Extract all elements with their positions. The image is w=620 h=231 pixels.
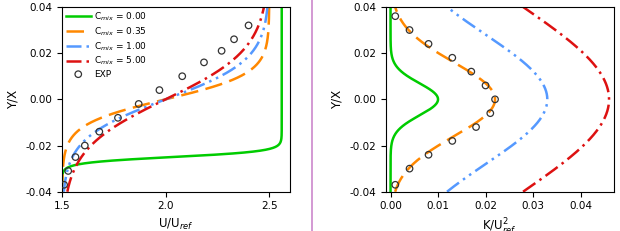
C$_{mix}$ = 0.35 bbox=[60, 158, 68, 160]
X-axis label: U/U$_{ref}$: U/U$_{ref}$ bbox=[158, 217, 194, 231]
EXP bbox=[199, 61, 209, 64]
C$_{mix}$ = 1.00 bbox=[203, 82, 211, 84]
C$_{mix}$ = 1.00 bbox=[139, 107, 146, 109]
C$_{mix}$ = 5.00 bbox=[89, 143, 96, 146]
C$_{mix}$ = 1.00 bbox=[248, 51, 255, 54]
C$_{mix}$ = 5.00 bbox=[195, 82, 202, 84]
C$_{mix}$ = 1.00 bbox=[230, 67, 237, 70]
C$_{mix}$ = 0.00 bbox=[278, 51, 285, 54]
Point bbox=[490, 97, 500, 101]
C$_{mix}$ = 0.35 bbox=[58, 190, 66, 193]
C$_{mix}$ = 5.00 bbox=[218, 67, 226, 70]
C$_{mix}$ = 0.35 bbox=[64, 143, 71, 146]
Line: C$_{mix}$ = 0.35: C$_{mix}$ = 0.35 bbox=[62, 7, 269, 192]
Point bbox=[423, 42, 433, 46]
EXP bbox=[71, 155, 81, 159]
C$_{mix}$ = 0.35 bbox=[221, 82, 229, 84]
C$_{mix}$ = 5.00 bbox=[64, 190, 71, 193]
C$_{mix}$ = 1.00 bbox=[264, 6, 271, 8]
Point bbox=[391, 14, 401, 18]
EXP bbox=[63, 169, 73, 173]
C$_{mix}$ = 5.00 bbox=[144, 107, 152, 109]
Point bbox=[485, 111, 495, 115]
C$_{mix}$ = 1.00 bbox=[68, 158, 75, 160]
C$_{mix}$ = 0.00 bbox=[278, 6, 285, 8]
Point bbox=[447, 139, 457, 143]
EXP bbox=[80, 144, 90, 147]
Point bbox=[405, 167, 415, 170]
C$_{mix}$ = 0.35 bbox=[260, 51, 268, 54]
C$_{mix}$ = 0.00 bbox=[278, 107, 285, 109]
EXP bbox=[134, 102, 144, 106]
C$_{mix}$ = 5.00 bbox=[237, 51, 244, 54]
Line: C$_{mix}$ = 1.00: C$_{mix}$ = 1.00 bbox=[64, 7, 267, 192]
X-axis label: K/U$^2_{ref}$: K/U$^2_{ref}$ bbox=[482, 217, 517, 231]
C$_{mix}$ = 1.00 bbox=[78, 143, 85, 146]
C$_{mix}$ = 0.00 bbox=[278, 67, 285, 70]
Y-axis label: Y/X: Y/X bbox=[7, 90, 20, 109]
Y-axis label: Y/X: Y/X bbox=[330, 90, 343, 109]
EXP bbox=[229, 37, 239, 41]
Legend: C$_{mix}$ = 0.00, C$_{mix}$ = 0.35, C$_{mix}$ = 1.00, C$_{mix}$ = 5.00, EXP: C$_{mix}$ = 0.00, C$_{mix}$ = 0.35, C$_{… bbox=[64, 9, 149, 80]
Point bbox=[405, 28, 415, 32]
Point bbox=[466, 70, 476, 73]
C$_{mix}$ = 0.00 bbox=[275, 143, 283, 146]
EXP bbox=[244, 24, 254, 27]
C$_{mix}$ = 0.00 bbox=[133, 158, 140, 160]
EXP bbox=[216, 49, 226, 53]
C$_{mix}$ = 0.35 bbox=[249, 67, 257, 70]
Line: C$_{mix}$ = 0.00: C$_{mix}$ = 0.00 bbox=[62, 7, 281, 192]
C$_{mix}$ = 0.35 bbox=[265, 6, 273, 8]
Point bbox=[471, 125, 481, 129]
C$_{mix}$ = 0.35 bbox=[128, 107, 135, 109]
EXP bbox=[177, 74, 187, 78]
C$_{mix}$ = 0.00 bbox=[278, 82, 285, 84]
EXP bbox=[113, 116, 123, 120]
Point bbox=[447, 56, 457, 60]
C$_{mix}$ = 1.00 bbox=[60, 190, 68, 193]
Point bbox=[423, 153, 433, 157]
C$_{mix}$ = 5.00 bbox=[76, 158, 84, 160]
Line: C$_{mix}$ = 5.00: C$_{mix}$ = 5.00 bbox=[68, 7, 264, 192]
Point bbox=[391, 183, 401, 187]
C$_{mix}$ = 5.00 bbox=[260, 6, 268, 8]
EXP bbox=[94, 130, 104, 134]
Point bbox=[480, 84, 490, 87]
EXP bbox=[59, 183, 69, 187]
EXP bbox=[154, 88, 164, 92]
C$_{mix}$ = 0.00 bbox=[58, 190, 66, 193]
